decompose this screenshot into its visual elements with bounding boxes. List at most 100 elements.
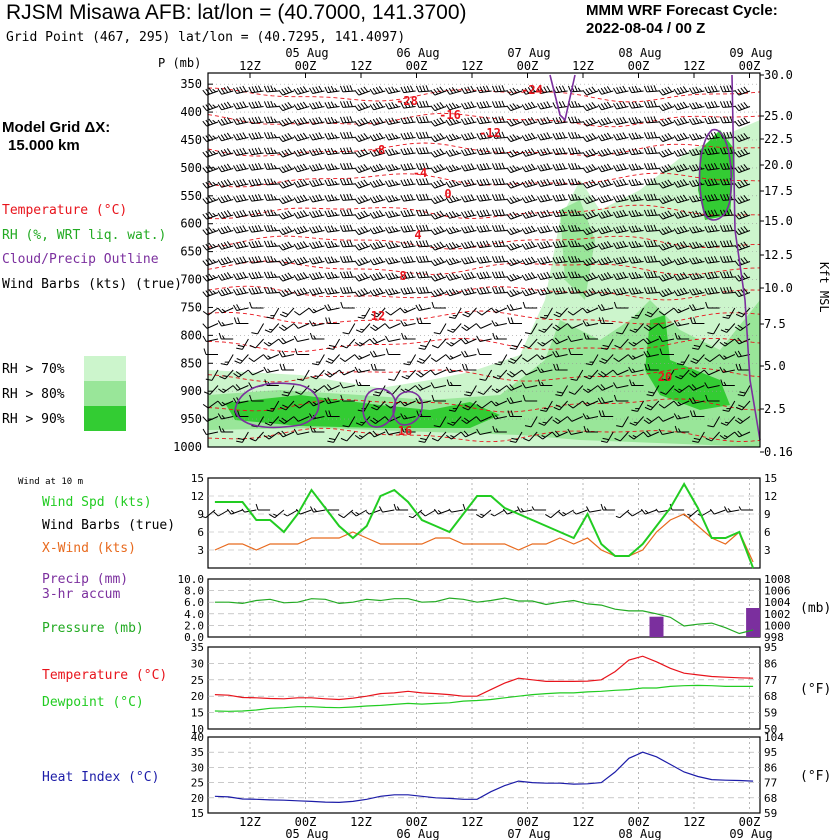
top-date-label: 08 Aug [618, 46, 661, 60]
wind-barb [445, 87, 462, 95]
wind-barb [324, 271, 340, 280]
wind-barb [689, 132, 705, 141]
wind-barb [658, 288, 675, 298]
wind-barb [430, 86, 447, 96]
wind-barb [461, 101, 477, 110]
temp-f-unit: (°F) [800, 682, 831, 697]
wind-barb [217, 117, 234, 126]
wind-barb [646, 385, 660, 397]
wind-barb [248, 193, 264, 202]
surface-wind-barb [365, 509, 381, 515]
wind-barb [628, 366, 644, 373]
wind-barb [658, 400, 675, 409]
wind-barb [339, 369, 356, 376]
height-tick-label: 30.0 [764, 68, 793, 82]
wind-barb [217, 148, 234, 157]
wind-barb [658, 179, 675, 189]
wind-barb [279, 307, 295, 318]
wind-barb [537, 85, 553, 94]
wind-barb [719, 240, 735, 248]
wind-barb [369, 194, 386, 204]
wind-barb [597, 225, 614, 235]
wind-barb [293, 117, 310, 126]
wind-barb [734, 102, 751, 112]
wind-barb [567, 335, 583, 342]
wind-barb [369, 272, 386, 281]
wind-barb [446, 431, 462, 440]
wind-barb [263, 255, 279, 263]
wind-barb [293, 148, 310, 157]
wind-barb [491, 147, 507, 155]
wind-barb [266, 400, 280, 412]
wind-barb [521, 101, 538, 111]
wind-barb [613, 147, 629, 156]
top-date-label: 05 Aug [285, 46, 328, 60]
wind-barb [658, 416, 675, 422]
wind-barb [552, 147, 568, 156]
wind-barb [248, 162, 264, 171]
temp-c-tick-label: 10 [191, 723, 204, 736]
heat-index-line [214, 751, 754, 804]
wind-barb [248, 100, 264, 109]
wind-barb [448, 307, 462, 319]
surface-wind-barb [433, 508, 450, 515]
wind-barb [293, 416, 310, 422]
wind-barb [521, 194, 538, 204]
wind-barb [537, 132, 553, 141]
wind-tick-label: 3 [197, 544, 204, 557]
wind-barb [251, 323, 265, 335]
wind-tick-label: 6 [197, 526, 204, 539]
wind-barb [217, 287, 234, 297]
wind-barb [674, 385, 690, 393]
wind-barb [491, 307, 508, 314]
top-hour-label: 12Z [572, 59, 594, 73]
temperature-contour-label: -4 [413, 166, 427, 180]
wind-panel-title: Wind at 10 m [18, 477, 83, 487]
wind-barb [567, 131, 583, 139]
heat-f-tick-label: 86 [764, 761, 777, 774]
wind-barb [278, 226, 295, 236]
wind-barb [445, 354, 462, 360]
temperature-contour [207, 310, 761, 325]
wind-barb [385, 428, 401, 435]
surface-wind-barb [283, 509, 298, 517]
wind-barb [597, 256, 614, 266]
height-tick-label: 22.5 [764, 132, 793, 146]
wind-barb [430, 102, 447, 112]
wind-barb [218, 425, 234, 433]
wind-barb [734, 179, 751, 189]
wind-barb [506, 196, 523, 205]
wind-barb [388, 369, 401, 381]
wind-barb [400, 147, 416, 156]
wind-barb [673, 194, 690, 204]
wind-barb [643, 178, 659, 186]
wind-barb [613, 85, 629, 94]
precip-tick-label: 2.0 [184, 619, 204, 632]
pressure-tick-label: 1002 [764, 608, 791, 621]
wind-barb [278, 117, 295, 127]
wind-barb [324, 384, 340, 391]
wind-barb [597, 272, 614, 281]
top-date-label: 09 Aug [729, 46, 772, 60]
wind-barb [491, 193, 507, 201]
wind-barb [689, 210, 705, 218]
wind-barb [509, 338, 523, 350]
wind-barb [233, 85, 249, 94]
wind-barb [430, 257, 447, 267]
wind-barb [293, 323, 310, 329]
wind-panel-frame [207, 477, 761, 569]
wind-barb [567, 307, 584, 316]
wind-barb [416, 354, 432, 364]
wind-barb [461, 363, 477, 371]
wind-barb [598, 410, 614, 417]
wind-barb [567, 178, 583, 186]
wind-barb [385, 210, 401, 218]
wind-barb [217, 86, 234, 95]
wind-barb [461, 240, 477, 249]
wind-barb [294, 400, 310, 409]
wind-barb [430, 382, 447, 389]
wind-barb [690, 354, 705, 364]
wind-barb [506, 304, 523, 311]
cloud-outline [392, 390, 423, 426]
wind-barb [342, 323, 356, 335]
